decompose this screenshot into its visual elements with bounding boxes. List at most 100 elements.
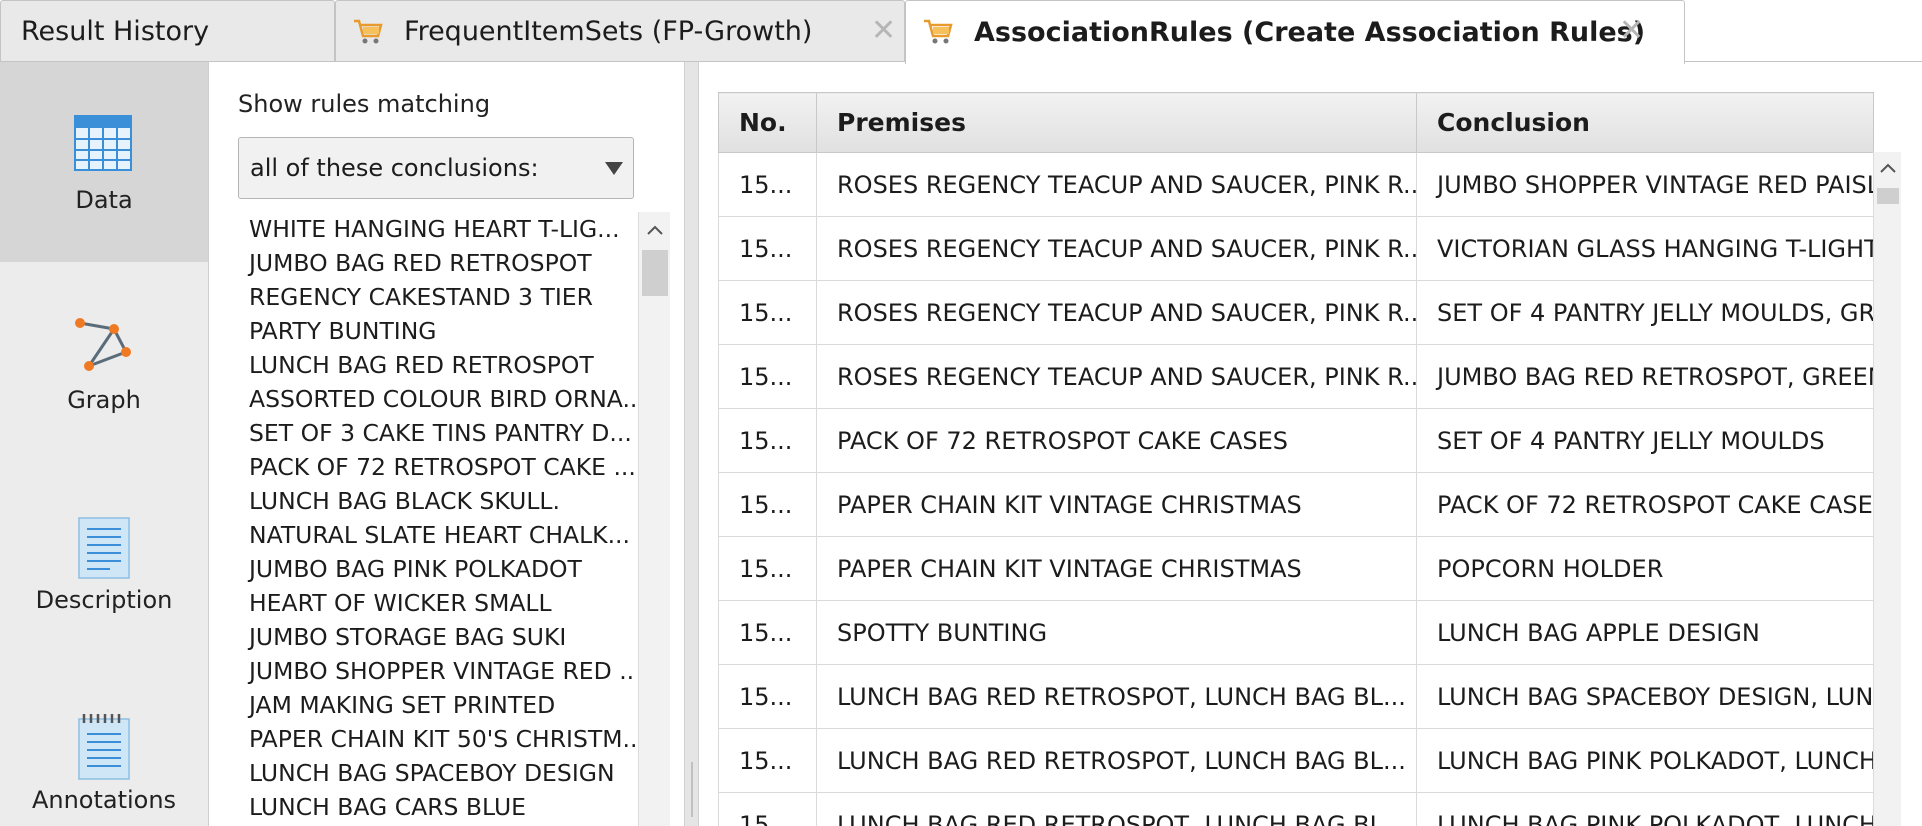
- dropdown-arrow-icon: [605, 162, 623, 175]
- table-row[interactable]: 15... LUNCH BAG RED RETROSPOT, LUNCH BAG …: [718, 664, 1874, 729]
- cell-no: 15...: [718, 728, 817, 793]
- nav-label: Graph: [67, 386, 141, 414]
- filter-list-item[interactable]: LUNCH BAG CARS BLUE: [249, 793, 527, 821]
- graph-icon: [75, 318, 131, 371]
- cell-conclusion: LUNCH BAG PINK POLKADOT, LUNCH: [1416, 792, 1874, 826]
- filter-list-item[interactable]: WHITE HANGING HEART T-LIG...: [249, 215, 620, 243]
- table-icon: [74, 115, 132, 171]
- tab-frequent-itemsets[interactable]: FrequentItemSets (FP-Growth) ✕: [335, 0, 905, 62]
- table-row[interactable]: 15... ROSES REGENCY TEACUP AND SAUCER, PI…: [718, 280, 1874, 345]
- table-row[interactable]: 15... ROSES REGENCY TEACUP AND SAUCER, PI…: [718, 152, 1874, 217]
- table-row[interactable]: 15... PACK OF 72 RETROSPOT CAKE CASES SET …: [718, 408, 1874, 473]
- cell-premises: LUNCH BAG RED RETROSPOT, LUNCH BAG BL...: [816, 664, 1417, 729]
- table-row[interactable]: 15... PAPER CHAIN KIT VINTAGE CHRISTMAS PO…: [718, 536, 1874, 601]
- cell-premises: PACK OF 72 RETROSPOT CAKE CASES: [816, 408, 1417, 473]
- nav-label: Data: [75, 186, 133, 214]
- scroll-thumb[interactable]: [1877, 188, 1899, 204]
- document-icon: [78, 517, 130, 579]
- cell-premises: PAPER CHAIN KIT VINTAGE CHRISTMAS: [816, 472, 1417, 537]
- filter-list-item[interactable]: JUMBO SHOPPER VINTAGE RED ...: [249, 657, 636, 685]
- cell-premises: PAPER CHAIN KIT VINTAGE CHRISTMAS: [816, 536, 1417, 601]
- notepad-icon: [78, 714, 130, 780]
- filter-list-item[interactable]: JAM MAKING SET PRINTED: [249, 691, 556, 719]
- column-header-premises[interactable]: Premises: [816, 92, 1417, 153]
- tab-label: FrequentItemSets (FP-Growth): [404, 16, 813, 47]
- shopping-cart-icon: [924, 19, 953, 44]
- column-header-no[interactable]: No.: [718, 92, 817, 153]
- filter-list-item[interactable]: LUNCH BAG BLACK SKULL.: [249, 487, 560, 515]
- tab-association-rules[interactable]: AssociationRules (Create Association Rul…: [905, 0, 1685, 64]
- cell-no: 15...: [718, 280, 817, 345]
- close-tab-icon[interactable]: ✕: [1619, 13, 1645, 48]
- item-filter-list[interactable]: WHITE HANGING HEART T-LIG... JUMBO BAG RE…: [238, 212, 668, 826]
- filter-title: Show rules matching: [238, 90, 491, 118]
- nav-annotations[interactable]: Annotations: [0, 662, 208, 826]
- table-header-row: No. Premises Conclusion: [718, 92, 1874, 153]
- cell-no: 15...: [718, 472, 817, 537]
- filter-list-item[interactable]: PACK OF 72 RETROSPOT CAKE ...: [249, 453, 636, 481]
- table-row[interactable]: 15... LUNCH BAG RED RETROSPOT, LUNCH BAG …: [718, 792, 1874, 826]
- table-row[interactable]: 15... ROSES REGENCY TEACUP AND SAUCER, PI…: [718, 344, 1874, 409]
- nav-description[interactable]: Description: [0, 462, 208, 662]
- table-row[interactable]: 15... PAPER CHAIN KIT VINTAGE CHRISTMAS PA…: [718, 472, 1874, 537]
- cell-conclusion: JUMBO SHOPPER VINTAGE RED PAISLEY: [1416, 152, 1874, 217]
- splitter-grip[interactable]: [691, 762, 693, 817]
- cell-conclusion: PACK OF 72 RETROSPOT CAKE CASES: [1416, 472, 1874, 537]
- cell-premises: ROSES REGENCY TEACUP AND SAUCER, PINK R.…: [816, 344, 1417, 409]
- cell-no: 15...: [718, 600, 817, 665]
- cell-no: 15...: [718, 664, 817, 729]
- filter-list-item[interactable]: SET OF 3 CAKE TINS PANTRY D...: [249, 419, 632, 447]
- cell-no: 15...: [718, 792, 817, 826]
- cell-conclusion: SET OF 4 PANTRY JELLY MOULDS, GREEN: [1416, 280, 1874, 345]
- dropdown-value: all of these conclusions:: [250, 154, 539, 182]
- filter-list-item[interactable]: PARTY BUNTING: [249, 317, 437, 345]
- close-tab-icon[interactable]: ✕: [871, 13, 897, 48]
- item-list-scrollbar[interactable]: [638, 212, 670, 826]
- cell-conclusion: POPCORN HOLDER: [1416, 536, 1874, 601]
- cell-premises: ROSES REGENCY TEACUP AND SAUCER, PINK R.…: [816, 280, 1417, 345]
- table-row[interactable]: 15... LUNCH BAG RED RETROSPOT, LUNCH BAG …: [718, 728, 1874, 793]
- association-rules-table: No. Premises Conclusion 15... ROSES REGEN…: [718, 92, 1874, 826]
- filter-list-item[interactable]: LUNCH BAG SPACEBOY DESIGN: [249, 759, 615, 787]
- nav-data[interactable]: Data: [0, 62, 208, 262]
- filter-list-item[interactable]: LUNCH BAG RED RETROSPOT: [249, 351, 594, 379]
- cell-conclusion: JUMBO BAG RED RETROSPOT, GREEN: [1416, 344, 1874, 409]
- rule-filter-panel: Show rules matching all of these conclus…: [209, 62, 684, 826]
- filter-list-item[interactable]: JUMBO STORAGE BAG SUKI: [249, 623, 567, 651]
- column-header-conclusion[interactable]: Conclusion: [1416, 92, 1874, 153]
- cell-conclusion: SET OF 4 PANTRY JELLY MOULDS: [1416, 408, 1874, 473]
- cell-no: 15...: [718, 152, 817, 217]
- cell-no: 15...: [718, 344, 817, 409]
- conclusion-mode-dropdown[interactable]: all of these conclusions:: [238, 137, 634, 199]
- filter-list-item[interactable]: JUMBO BAG RED RETROSPOT: [249, 249, 592, 277]
- table-row[interactable]: 15... SPOTTY BUNTING LUNCH BAG APPLE DESIG…: [718, 600, 1874, 665]
- shopping-cart-icon: [354, 19, 383, 44]
- filter-list-item[interactable]: REGENCY CAKESTAND 3 TIER: [249, 283, 593, 311]
- panel-splitter[interactable]: [684, 62, 699, 826]
- filter-list-item[interactable]: JUMBO BAG PINK POLKADOT: [249, 555, 582, 583]
- view-sidebar: Data Graph Description: [0, 62, 209, 826]
- table-scrollbar[interactable]: [1873, 152, 1901, 826]
- nav-label: Description: [35, 586, 173, 614]
- cell-premises: LUNCH BAG RED RETROSPOT, LUNCH BAG BL...: [816, 728, 1417, 793]
- filter-list-item[interactable]: ASSORTED COLOUR BIRD ORNA...: [249, 385, 636, 413]
- cell-premises: SPOTTY BUNTING: [816, 600, 1417, 665]
- nav-graph[interactable]: Graph: [0, 262, 208, 462]
- cell-conclusion: VICTORIAN GLASS HANGING T-LIGHT: [1416, 216, 1874, 281]
- filter-list-item[interactable]: NATURAL SLATE HEART CHALK...: [249, 521, 630, 549]
- cell-conclusion: LUNCH BAG APPLE DESIGN: [1416, 600, 1874, 665]
- filter-list-item[interactable]: HEART OF WICKER SMALL: [249, 589, 552, 617]
- tab-result-history[interactable]: Result History: [0, 0, 335, 62]
- cell-no: 15...: [718, 536, 817, 601]
- nav-label: Annotations: [31, 786, 177, 814]
- table-row[interactable]: 15... ROSES REGENCY TEACUP AND SAUCER, PI…: [718, 216, 1874, 281]
- tab-bar: Result History FrequentItemSets (FP-Grow…: [0, 0, 1922, 64]
- cell-no: 15...: [718, 216, 817, 281]
- cell-premises: ROSES REGENCY TEACUP AND SAUCER, PINK R.…: [816, 216, 1417, 281]
- scroll-up-icon[interactable]: [1880, 162, 1896, 174]
- tab-label: Result History: [21, 16, 210, 47]
- cell-premises: ROSES REGENCY TEACUP AND SAUCER, PINK R.…: [816, 152, 1417, 217]
- filter-list-item[interactable]: PAPER CHAIN KIT 50'S CHRISTM...: [249, 725, 636, 753]
- scroll-up-icon[interactable]: [647, 224, 663, 236]
- scroll-thumb[interactable]: [642, 250, 668, 296]
